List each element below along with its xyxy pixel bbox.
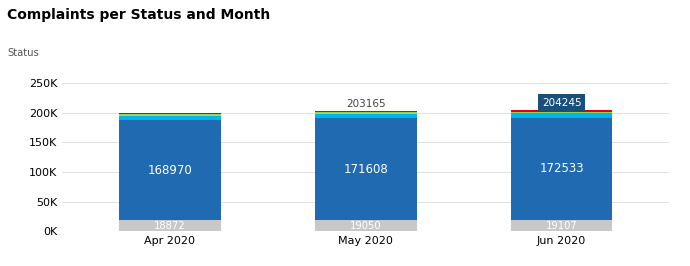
Bar <box>315 220 417 231</box>
Bar <box>119 113 221 114</box>
Bar <box>119 220 221 231</box>
Bar <box>119 114 221 115</box>
Text: 171608: 171608 <box>344 163 388 176</box>
Bar <box>119 120 221 220</box>
Text: 204245: 204245 <box>542 98 582 108</box>
Bar <box>119 115 221 120</box>
Bar <box>511 113 613 118</box>
Text: Status: Status <box>7 48 39 58</box>
Bar <box>315 112 417 113</box>
Text: Complaints per Status and Month: Complaints per Status and Month <box>7 8 270 22</box>
Bar <box>511 112 613 113</box>
Bar <box>315 114 417 118</box>
Bar <box>315 113 417 114</box>
Text: 18872: 18872 <box>154 221 186 231</box>
Text: 168970: 168970 <box>148 164 193 177</box>
Bar <box>511 110 613 112</box>
Bar <box>511 220 613 231</box>
Text: 203165: 203165 <box>346 99 386 109</box>
Bar <box>315 111 417 112</box>
Text: 172533: 172533 <box>540 162 584 175</box>
Text: 19050: 19050 <box>350 221 382 231</box>
Bar <box>315 118 417 220</box>
Bar <box>511 118 613 220</box>
Text: 19107: 19107 <box>546 221 578 231</box>
